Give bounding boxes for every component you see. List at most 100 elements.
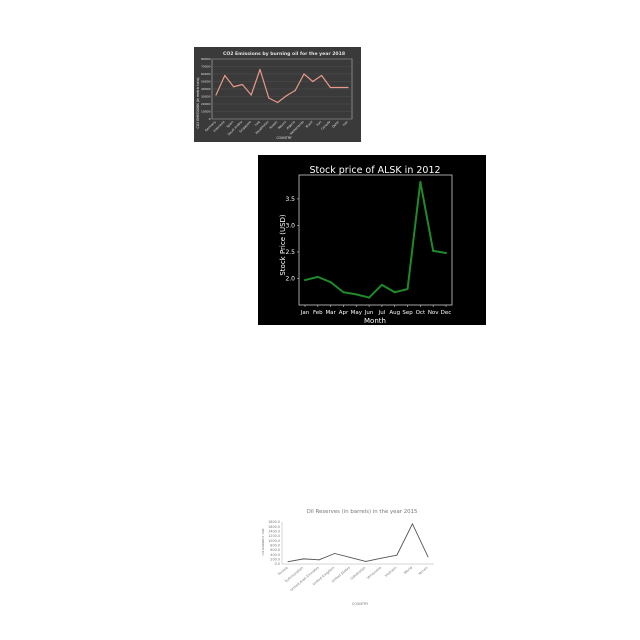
stock-ytick-label: 3.0 [285, 223, 295, 230]
stock-data-point [393, 291, 396, 294]
stock-ylabel: Stock Price (USD) [279, 214, 287, 276]
oil-data-point [365, 560, 367, 562]
co2-data-point [303, 73, 305, 75]
co2-xtick-label: Mexico [277, 120, 287, 130]
co2-ytick-label: 40000 [201, 87, 211, 91]
co2-emissions-chart: CO2 Emissions by burning oil for the yea… [194, 47, 361, 142]
stock-xtick-label: Jun [364, 310, 374, 316]
co2-data-point [285, 95, 287, 97]
stock-xtick-label: Mar [325, 310, 336, 316]
oil-data-point [396, 554, 398, 556]
oil-ytick-label: 1200.0 [268, 534, 280, 538]
stock-plot-frame [298, 174, 453, 306]
stock-xtick-label: May [351, 310, 363, 316]
oil-ytick-label: 1000.0 [268, 539, 280, 543]
oil-background [252, 500, 442, 612]
oil-chart-svg: Oil Reserves (in barrels) in the year 20… [252, 500, 442, 612]
co2-data-point [294, 89, 296, 92]
stock-data-point [406, 288, 409, 291]
oil-ytick-label: 1600.0 [268, 525, 280, 529]
stock-xtick-label: Nov [428, 310, 439, 316]
oil-xtick-label: Tunisia [276, 566, 288, 577]
oil-data-point [349, 557, 351, 558]
co2-data-point [233, 86, 235, 88]
oil-title: Oil Reserves (in barrels) in the year 20… [307, 509, 418, 515]
co2-xtick-label: Qatar [331, 119, 340, 128]
stock-data-point [419, 180, 422, 183]
oil-ytick-label: 400.0 [270, 553, 280, 557]
stock-data-point [304, 279, 306, 282]
stock-series-line [304, 180, 447, 299]
stock-ytick-label: 2.0 [285, 276, 295, 283]
oil-ytick-label: 1800.0 [268, 520, 280, 524]
co2-ytick-label: 50000 [201, 80, 211, 84]
oil-data-point [411, 523, 413, 525]
oil-ylabel: OIL BARRELS 10M [261, 528, 265, 555]
stock-data-point [316, 275, 319, 278]
oil-ytick-label: 200.0 [270, 558, 280, 562]
co2-data-point [329, 86, 331, 89]
oil-ytick-label: 0.0 [275, 562, 280, 566]
stock-xtick-label: Aug [389, 310, 400, 316]
oil-xtick-label: Yemen [417, 566, 428, 576]
stock-ytick-label: 3.5 [285, 196, 295, 203]
co2-data-point [215, 94, 217, 96]
co2-xtick-label: Iran [315, 120, 322, 127]
oil-reserves-chart: Oil Reserves (in barrels) in the year 20… [252, 500, 442, 612]
co2-plot-area: 0 10000 20000 30000 40000 50000 60000 70000 8000… [201, 57, 353, 136]
co2-background [194, 47, 361, 142]
stock-data-point [445, 252, 447, 254]
co2-data-point [224, 74, 226, 77]
co2-ytick-label: 70000 [201, 65, 211, 69]
co2-xtick-label: Iran [342, 120, 349, 127]
oil-data-point [287, 561, 289, 563]
stock-data-point [342, 291, 345, 294]
co2-xtick-label: Kuwait [268, 119, 278, 129]
oil-ytick-label: 600.0 [270, 548, 280, 552]
oil-data-point [334, 553, 336, 554]
oil-xtick-label: World [403, 566, 413, 575]
co2-xtick-label: Brazil [305, 120, 314, 129]
co2-xlabel: COUNTRY [276, 136, 291, 140]
oil-data-point [303, 558, 305, 560]
co2-data-point [241, 83, 243, 86]
stock-data-point [355, 293, 358, 296]
co2-data-point [312, 80, 314, 83]
co2-ytick-label: 0 [209, 117, 211, 121]
oil-ytick-label: 1400.0 [268, 530, 280, 534]
stock-xtick-label: Sep [402, 310, 413, 316]
co2-xtick-label: Iraq [254, 120, 261, 127]
co2-ytick-label: 80000 [201, 57, 211, 61]
co2-xtick-label: Canada [320, 120, 331, 131]
stock-data-point [368, 296, 371, 299]
stock-background [258, 155, 486, 325]
stock-price-chart: Stock price of ALSK in 2012 Stock Price … [258, 155, 486, 325]
co2-xtick-label: Spain [226, 120, 235, 129]
co2-ytick-label: 30000 [201, 95, 211, 99]
co2-chart-svg: CO2 Emissions by burning oil for the yea… [194, 47, 361, 142]
stock-xtick-label: Apr [339, 310, 349, 316]
co2-data-point [259, 68, 261, 71]
stock-data-point [432, 249, 435, 252]
co2-data-point [347, 86, 349, 89]
stock-ytick-label: 2.5 [285, 249, 295, 256]
stock-xlabel: Month [364, 317, 386, 325]
stock-plot-area: 2.0 2.5 3.0 3.5 Jan Feb Mar Apr May Jun Jul Aug Sep O… [285, 174, 453, 316]
co2-ytick-label: 10000 [201, 110, 211, 114]
co2-data-point [338, 86, 340, 89]
stock-xtick-label: Oct [416, 310, 426, 316]
oil-data-point [427, 556, 429, 558]
co2-data-point [250, 94, 252, 96]
co2-xtick-label: Algeria [286, 120, 296, 130]
stock-data-point [329, 281, 332, 284]
co2-ytick-label: 20000 [201, 102, 211, 106]
oil-xlabel: COUNTRY [352, 602, 369, 606]
stock-title: Stock price of ALSK in 2012 [309, 165, 440, 176]
oil-series-line [287, 523, 429, 563]
co2-data-point [321, 74, 323, 77]
stock-xtick-label: Jul [378, 310, 386, 316]
stock-xtick-label: Jan [300, 310, 310, 316]
co2-data-point [268, 97, 270, 99]
co2-data-point [277, 101, 279, 104]
oil-data-point [380, 557, 382, 559]
